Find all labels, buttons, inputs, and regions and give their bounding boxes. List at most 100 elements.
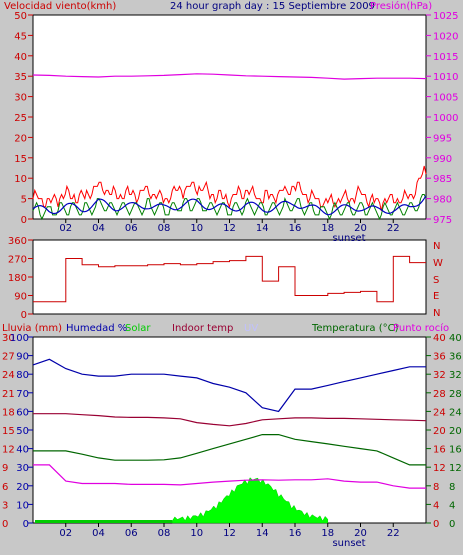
pressure-tick-label: 985 (433, 174, 452, 185)
wind-tick-label: 50 (14, 11, 27, 22)
dewpoint-tick-label: 36 (449, 352, 462, 363)
wind-gust-series (32, 165, 427, 211)
rain-tick-label: 9 (2, 463, 8, 474)
x-tick-label: 10 (190, 528, 203, 539)
solar-area (171, 477, 329, 524)
temp-tick-label: 20 (433, 426, 446, 437)
uv-label: UV (244, 323, 258, 334)
pressure-tick-label: 975 (433, 215, 452, 226)
rain-tick-label: 3 (2, 500, 8, 511)
direction-tick-label: 90 (14, 292, 27, 303)
humidity-tick-label: 60 (16, 407, 29, 418)
humidity-tick-label: 20 (16, 482, 29, 493)
temp-tick-label: 0 (433, 519, 439, 530)
direction-tick-label: 360 (8, 236, 27, 247)
direction-plot-area (32, 239, 427, 315)
pressure-tick-label: 990 (433, 154, 452, 165)
compass-w: W (433, 258, 443, 269)
dewpoint-tick-label: 16 (449, 445, 462, 456)
pressure-axis-label: Presión(hPa) (370, 0, 432, 12)
humidity-tick-label: 30 (16, 463, 29, 474)
wind-avg-series (32, 194, 427, 221)
rain-tick-label: 18 (2, 407, 15, 418)
x-tick-label: 20 (354, 223, 367, 234)
dewpoint-axis-label: Punto rocío (393, 322, 449, 334)
dewpoint-tick-label: 32 (449, 370, 462, 381)
x-tick-label: 18 (321, 223, 334, 234)
pressure-tick-label: 1020 (433, 31, 458, 42)
humidity-series (32, 358, 426, 413)
pressure-tick-label: 1015 (433, 52, 458, 63)
pressure-tick-label: 1000 (433, 113, 458, 124)
dewpoint-series (33, 464, 426, 489)
pressure-tick-label: 1025 (433, 11, 458, 22)
dewpoint-tick-label: 8 (449, 482, 455, 493)
dewpoint-tick-label: 20 (449, 426, 462, 437)
humidity-tick-label: 0 (23, 519, 29, 530)
wind-tick-label: 25 (14, 113, 27, 124)
indoor-temp-label: Indoor temp (172, 323, 233, 334)
rain-tick-label: 6 (2, 482, 8, 493)
x-tick-label: 04 (92, 528, 105, 539)
x-tick-label: 08 (158, 528, 171, 539)
rain-tick-label: 12 (2, 445, 15, 456)
pressure-series (32, 73, 427, 80)
compass-e: E (433, 291, 439, 302)
solar-label: Solar (125, 323, 151, 334)
pressure-tick-label: 995 (433, 133, 452, 144)
wind-tick-label: 40 (14, 52, 27, 63)
wind-tick-label: 0 (21, 215, 27, 226)
wind-tick-label: 15 (14, 154, 27, 165)
x-tick-label: 04 (92, 223, 105, 234)
humidity-tick-label: 90 (16, 352, 29, 363)
x-tick-label: 06 (125, 528, 138, 539)
temp-tick-label: 16 (433, 445, 446, 456)
direction-tick-label: 180 (8, 273, 27, 284)
pressure-tick-label: 1010 (433, 72, 458, 83)
compass-n-bottom: N (433, 308, 440, 319)
wind-axis-label: Velocidad viento(kmh) (4, 1, 116, 12)
pressure-tick-label: 980 (433, 195, 452, 206)
humidity-tick-label: 80 (16, 370, 29, 381)
x-tick-label: 16 (289, 223, 302, 234)
rain-tick-label: 24 (2, 370, 15, 381)
dewpoint-tick-label: 28 (449, 389, 462, 400)
x-tick-label: 20 (354, 528, 367, 539)
humidity-axis-label: Humedad % (66, 323, 127, 334)
wind-tick-label: 45 (14, 31, 27, 42)
dewpoint-tick-label: 12 (449, 463, 462, 474)
wind-avg2-series (32, 195, 427, 216)
temp-tick-label: 36 (433, 352, 446, 363)
temp-tick-label: 32 (433, 370, 446, 381)
rain-tick-label: 0 (2, 519, 8, 530)
humidity-tick-label: 70 (16, 389, 29, 400)
x-tick-label: 18 (321, 528, 334, 539)
lower-plot-area (32, 336, 427, 524)
wind-direction-series (33, 255, 426, 303)
x-tick-label: 02 (59, 223, 72, 234)
x-tick-label: 06 (125, 223, 138, 234)
wind-tick-label: 20 (14, 133, 27, 144)
temp-tick-label: 12 (433, 463, 446, 474)
chart-title: 24 hour graph day : 15 Septiembre 2009 (170, 1, 375, 12)
direction-tick-label: 270 (8, 255, 27, 266)
x-tick-label: 10 (190, 223, 203, 234)
temp-tick-label: 24 (433, 407, 446, 418)
dewpoint-tick-label: 40 (449, 333, 462, 344)
rain-tick-label: 15 (2, 426, 15, 437)
rain-axis-label: Lluvia (mm) (2, 323, 62, 334)
wind-tick-label: 10 (14, 174, 27, 185)
wind-tick-label: 30 (14, 93, 27, 104)
temperature-series (33, 434, 426, 466)
direction-tick-label: 0 (21, 310, 27, 321)
x-tick-label: 14 (256, 528, 269, 539)
pressure-tick-label: 1005 (433, 93, 458, 104)
temp-tick-label: 8 (433, 482, 439, 493)
rain-tick-label: 21 (2, 389, 15, 400)
wind-tick-label: 35 (14, 72, 27, 83)
wind-plot-area (32, 14, 427, 220)
humidity-tick-label: 40 (16, 445, 29, 456)
solar-baseline (35, 520, 173, 523)
temp-tick-label: 28 (433, 389, 446, 400)
chart-marks: 0510152025303540455097598098599099510001… (2, 11, 462, 549)
